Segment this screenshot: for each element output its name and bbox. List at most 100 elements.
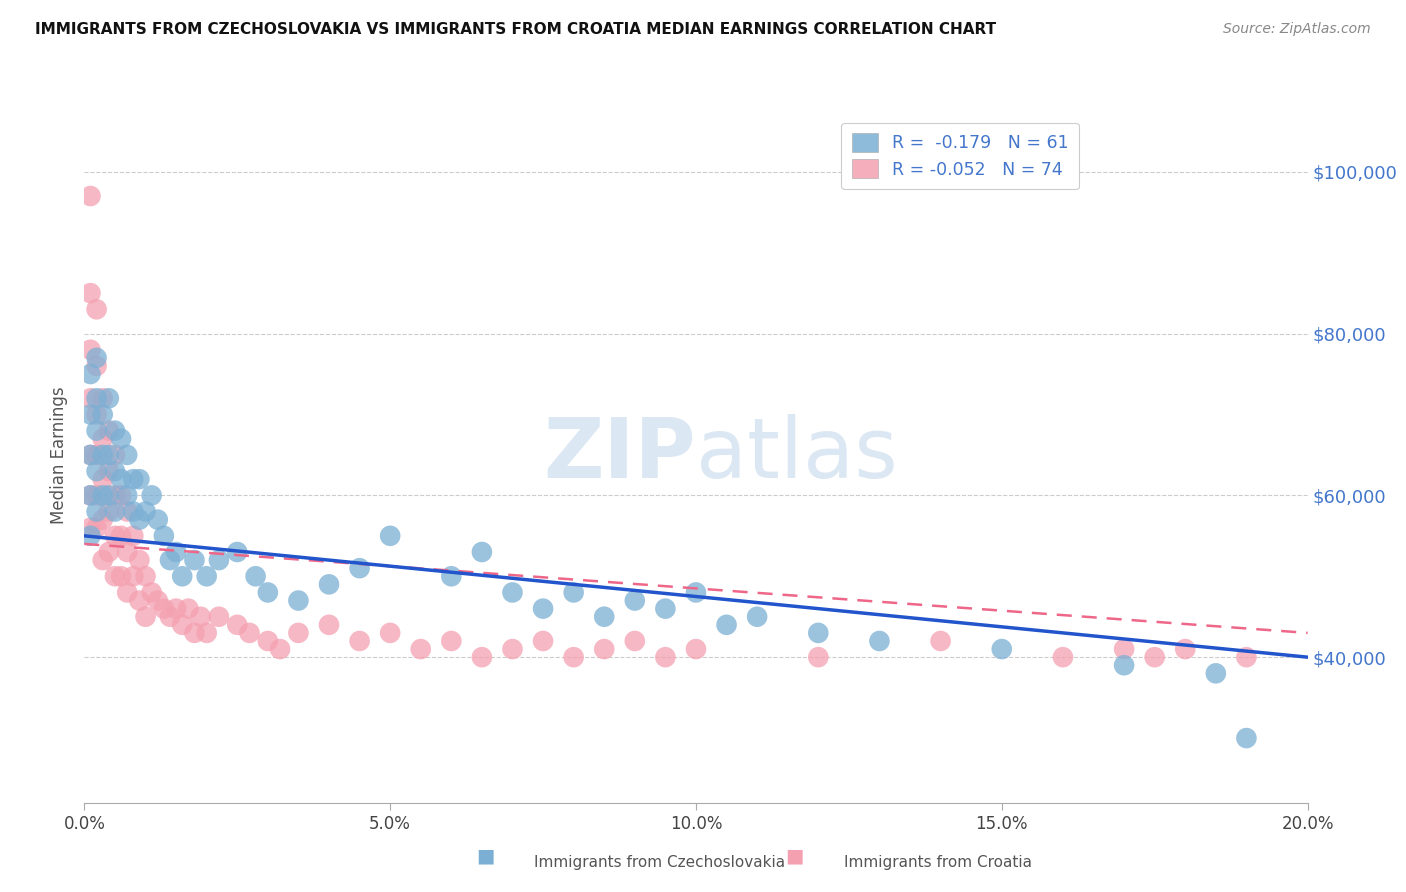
- Point: [245, 569, 267, 583]
- Point: [1236, 731, 1258, 745]
- Text: Immigrants from Czechoslovakia: Immigrants from Czechoslovakia: [534, 855, 786, 870]
- Point: [110, 472, 132, 486]
- Point: [146, 593, 169, 607]
- Point: [86, 521, 108, 535]
- Point: [226, 545, 249, 559]
- Point: [183, 553, 205, 567]
- Point: [97, 392, 120, 406]
- Point: [79, 367, 101, 381]
- Point: [91, 513, 114, 527]
- Point: [593, 642, 616, 657]
- Point: [141, 585, 163, 599]
- Text: Source: ZipAtlas.com: Source: ZipAtlas.com: [1223, 22, 1371, 37]
- Point: [115, 504, 138, 518]
- Point: [110, 488, 132, 502]
- Point: [110, 529, 132, 543]
- Point: [79, 521, 101, 535]
- Y-axis label: Median Earnings: Median Earnings: [51, 386, 69, 524]
- Point: [190, 609, 212, 624]
- Point: [86, 424, 108, 438]
- Point: [91, 488, 114, 502]
- Point: [624, 593, 647, 607]
- Point: [79, 189, 101, 203]
- Point: [91, 408, 114, 422]
- Text: ZIP: ZIP: [544, 415, 696, 495]
- Point: [562, 650, 585, 665]
- Point: [79, 392, 101, 406]
- Point: [97, 424, 120, 438]
- Point: [86, 408, 108, 422]
- Point: [177, 601, 200, 615]
- Point: [122, 472, 145, 486]
- Point: [624, 634, 647, 648]
- Point: [86, 392, 108, 406]
- Point: [349, 561, 371, 575]
- Point: [97, 488, 120, 502]
- Point: [208, 609, 231, 624]
- Point: [128, 553, 150, 567]
- Point: [79, 448, 101, 462]
- Point: [79, 448, 101, 462]
- Point: [991, 642, 1014, 657]
- Point: [153, 529, 176, 543]
- Point: [269, 642, 291, 657]
- Point: [440, 569, 463, 583]
- Point: [257, 585, 280, 599]
- Point: [685, 585, 707, 599]
- Point: [183, 626, 205, 640]
- Point: [115, 488, 138, 502]
- Point: [91, 553, 114, 567]
- Point: [86, 302, 108, 317]
- Point: [141, 488, 163, 502]
- Point: [1114, 658, 1136, 673]
- Point: [115, 585, 138, 599]
- Point: [104, 569, 127, 583]
- Text: ■: ■: [785, 847, 804, 865]
- Text: atlas: atlas: [696, 415, 897, 495]
- Point: [531, 634, 554, 648]
- Point: [104, 488, 127, 502]
- Point: [502, 585, 524, 599]
- Point: [929, 634, 952, 648]
- Point: [86, 504, 108, 518]
- Point: [91, 392, 114, 406]
- Point: [471, 650, 494, 665]
- Point: [1236, 650, 1258, 665]
- Point: [716, 617, 738, 632]
- Point: [502, 642, 524, 657]
- Point: [869, 634, 891, 648]
- Point: [153, 601, 176, 615]
- Point: [122, 569, 145, 583]
- Point: [1143, 650, 1166, 665]
- Point: [1174, 642, 1197, 657]
- Point: [135, 609, 157, 624]
- Point: [110, 432, 132, 446]
- Point: [110, 569, 132, 583]
- Point: [380, 529, 402, 543]
- Point: [440, 634, 463, 648]
- Point: [97, 545, 120, 559]
- Point: [122, 504, 145, 518]
- Point: [128, 513, 150, 527]
- Point: [318, 577, 340, 591]
- Point: [238, 626, 260, 640]
- Point: [104, 424, 127, 438]
- Point: [747, 609, 769, 624]
- Point: [1205, 666, 1227, 681]
- Point: [79, 286, 101, 301]
- Point: [115, 545, 138, 559]
- Point: [172, 617, 194, 632]
- Point: [654, 650, 676, 665]
- Point: [91, 472, 114, 486]
- Point: [195, 569, 218, 583]
- Point: [97, 464, 120, 478]
- Point: [91, 432, 114, 446]
- Point: [97, 504, 120, 518]
- Point: [104, 448, 127, 462]
- Point: [287, 626, 309, 640]
- Point: [79, 529, 101, 543]
- Text: Immigrants from Croatia: Immigrants from Croatia: [844, 855, 1032, 870]
- Point: [115, 448, 138, 462]
- Point: [104, 529, 127, 543]
- Point: [287, 593, 309, 607]
